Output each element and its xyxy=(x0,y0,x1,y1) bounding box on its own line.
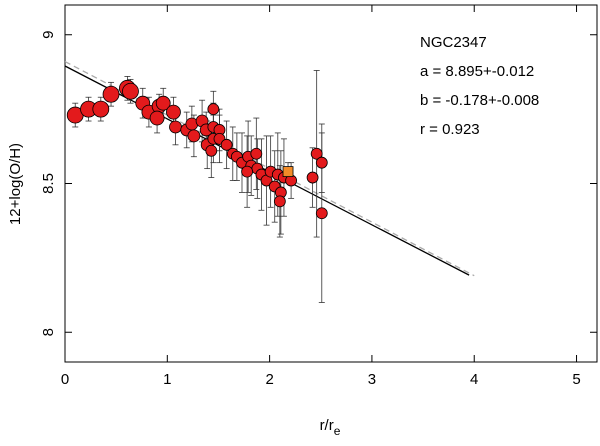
point xyxy=(155,95,171,111)
annotation: NGC2347 xyxy=(420,34,487,51)
point xyxy=(149,110,165,126)
point xyxy=(315,156,328,169)
point xyxy=(306,171,319,184)
annotation: r = 0.923 xyxy=(420,121,480,138)
point xyxy=(122,82,139,100)
y-axis-label: 12+log(O/H) xyxy=(7,143,24,225)
y-tick-label: 8 xyxy=(40,328,57,336)
x-axis-label: r/re xyxy=(320,417,341,438)
point xyxy=(187,129,201,143)
x-label-main: r/r xyxy=(320,417,334,434)
point xyxy=(315,207,328,220)
point xyxy=(207,103,220,116)
x-tick-label: 5 xyxy=(572,371,580,388)
plot-frame xyxy=(64,4,598,363)
point xyxy=(166,104,181,120)
x-tick-label: 2 xyxy=(265,371,273,388)
point xyxy=(102,85,120,103)
x-tick-label: 3 xyxy=(368,371,376,388)
point xyxy=(241,165,254,178)
point xyxy=(220,138,233,151)
point xyxy=(169,120,182,134)
point xyxy=(282,166,294,178)
y-tick-label: 8.5 xyxy=(40,173,57,194)
point xyxy=(205,144,218,157)
y-tick-label: 9 xyxy=(40,31,57,39)
point xyxy=(92,100,110,118)
x-tick-label: 1 xyxy=(163,371,171,388)
point xyxy=(310,147,323,160)
annotation: b = -0.178+-0.008 xyxy=(420,92,539,109)
point xyxy=(273,195,286,208)
x-tick-label: 0 xyxy=(61,371,69,388)
point xyxy=(250,147,263,160)
annotation: a = 8.895+-0.012 xyxy=(420,63,534,80)
x-tick-label: 4 xyxy=(470,371,478,388)
x-label-sub: e xyxy=(334,424,341,438)
